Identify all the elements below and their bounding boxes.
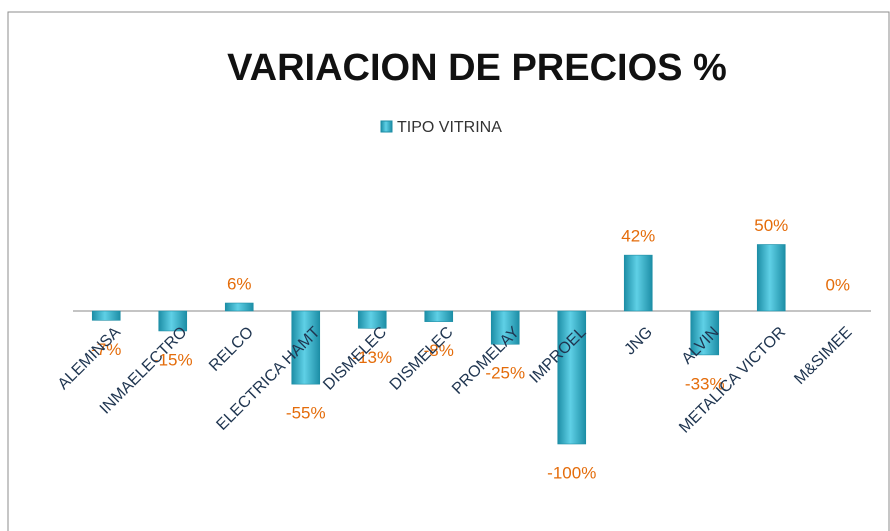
data-label: -33% — [685, 374, 725, 393]
data-label: -13% — [352, 348, 392, 367]
chart-frame — [7, 11, 890, 531]
data-label: -15% — [153, 350, 193, 369]
data-label: 6% — [227, 275, 252, 294]
data-label: -7% — [91, 340, 121, 359]
chart-title: VARIACION DE PRECIOS % — [227, 47, 727, 89]
data-label: -25% — [485, 364, 525, 383]
bar — [91, 310, 121, 321]
data-label: 0% — [825, 275, 850, 294]
bar — [756, 244, 786, 312]
legend-label: TIPO VITRINA — [397, 119, 502, 136]
data-label: 50% — [754, 216, 788, 235]
data-label: -8% — [424, 341, 454, 360]
bar — [158, 310, 188, 332]
bar — [490, 310, 520, 345]
legend-swatch — [380, 120, 393, 133]
bar — [224, 302, 254, 312]
bar — [557, 310, 587, 445]
data-label: -100% — [547, 463, 596, 482]
bar — [623, 254, 653, 312]
data-label: 42% — [621, 227, 655, 246]
data-label: -55% — [286, 404, 326, 423]
bar — [357, 310, 387, 329]
bar — [424, 310, 454, 322]
bar — [291, 310, 321, 385]
bar — [690, 310, 720, 356]
